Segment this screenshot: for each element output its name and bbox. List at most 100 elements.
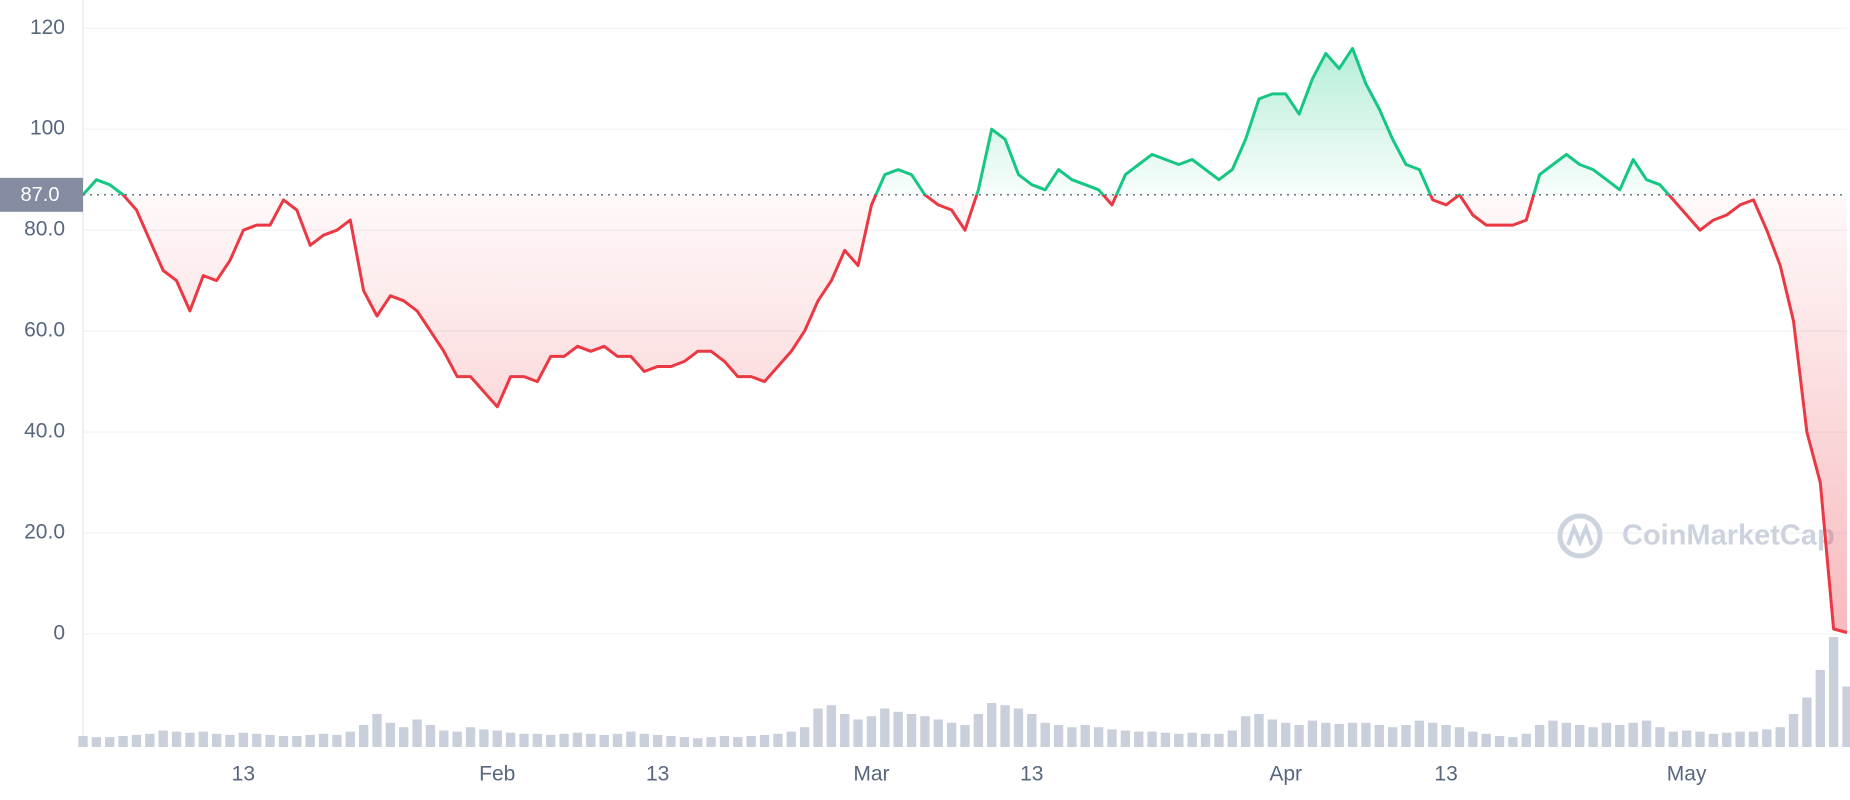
y-tick-label: 20.0	[24, 521, 65, 544]
volume-bar	[1093, 727, 1104, 747]
volume-bar	[1387, 727, 1398, 747]
x-tick-label: 13	[232, 763, 255, 786]
volume-bar	[505, 732, 516, 747]
volume-bar	[906, 714, 917, 747]
volume-bar	[786, 731, 796, 747]
volume-bar	[1534, 725, 1545, 747]
volume-bar	[1120, 730, 1131, 747]
volume-bar	[1468, 731, 1478, 747]
volume-bar	[1160, 732, 1171, 747]
watermark: CoinMarketCap	[1557, 513, 1835, 559]
volume-bar	[719, 736, 730, 747]
volume-bar	[559, 733, 569, 747]
volume-bar	[1762, 729, 1772, 747]
volume-bar	[1027, 714, 1037, 747]
volume-bar	[439, 730, 449, 747]
volume-bar	[746, 736, 756, 747]
volume-bar	[599, 734, 609, 747]
volume-bar	[1575, 725, 1585, 747]
volume-bar	[532, 733, 543, 747]
volume-bar	[412, 719, 422, 747]
volume-bar	[1067, 727, 1077, 747]
volume-bar	[278, 736, 289, 747]
volume-bar	[425, 725, 436, 747]
volume-bar	[1601, 722, 1612, 747]
volume-bar	[893, 711, 903, 747]
volume-bar	[1641, 720, 1652, 747]
volume-bar	[1347, 722, 1358, 747]
volume-bar	[1147, 731, 1157, 747]
volume-bar	[1655, 727, 1665, 747]
volume-bar	[1414, 720, 1425, 747]
volume-bar	[252, 733, 262, 747]
volume-bar	[131, 734, 142, 747]
baseline-layer: 87.0	[0, 177, 1847, 212]
volume-bar	[1080, 725, 1090, 747]
grid-layer	[83, 27, 1847, 635]
volume-bar	[1013, 708, 1024, 747]
volume-bar	[840, 714, 850, 747]
volume-bar	[1615, 725, 1625, 747]
volume-bar	[706, 737, 716, 747]
volume-bar	[78, 736, 88, 747]
volume-bar	[826, 705, 837, 747]
x-tick-label: Feb	[479, 763, 515, 786]
volume-bar	[612, 733, 623, 747]
volume-bar	[666, 736, 676, 747]
volume-bar	[1107, 729, 1117, 747]
volume-bar	[1508, 737, 1518, 747]
volume-bar	[1695, 731, 1705, 747]
volume-bar	[572, 732, 583, 747]
line-layer	[81, 46, 1848, 634]
volume-bar	[1775, 727, 1785, 747]
x-tick-label: May	[1667, 763, 1707, 786]
volume-bar	[1828, 637, 1839, 747]
volume-bar	[305, 734, 315, 747]
x-tick-label: 13	[646, 763, 669, 786]
watermark-logo-mark	[1566, 522, 1594, 548]
volume-bar	[1441, 725, 1451, 747]
volume-bar	[385, 722, 396, 747]
volume-bar	[1214, 733, 1224, 747]
volume-bar	[866, 716, 877, 747]
volume-bar	[105, 737, 115, 747]
baseline-label: 87.0	[21, 184, 60, 206]
volume-bar	[639, 733, 649, 747]
volume-bar	[813, 708, 823, 747]
y-tick-label: 80.0	[24, 218, 65, 241]
volume-bar	[759, 734, 770, 747]
volume-bar	[1134, 731, 1144, 747]
volume-bar	[1281, 722, 1291, 747]
x-tick-label: Mar	[853, 763, 889, 786]
volume-bar	[1708, 733, 1719, 747]
volume-bar	[1267, 719, 1278, 747]
volume-bar	[626, 731, 636, 747]
volume-bar	[211, 733, 222, 747]
volume-bar	[679, 737, 690, 747]
volume-bar	[145, 733, 155, 747]
volume-bar	[345, 731, 355, 747]
volume-bar	[1681, 730, 1692, 747]
volume-bar	[960, 725, 970, 747]
volume-bar	[1454, 727, 1465, 747]
volume-bar	[853, 719, 863, 747]
volume-bar	[652, 734, 663, 747]
volume-bar	[1802, 697, 1812, 747]
volume-bar	[1374, 725, 1384, 747]
volume-bar	[185, 732, 195, 747]
volume-bar	[586, 733, 596, 747]
volume-bar	[1361, 722, 1371, 747]
price-line	[81, 46, 1848, 634]
volume-bar	[933, 719, 943, 747]
volume-bar	[358, 725, 369, 747]
y-tick-label: 40.0	[24, 420, 65, 443]
volume-bar	[693, 738, 703, 747]
volume-bar	[1521, 733, 1531, 747]
volume-bar	[1481, 733, 1491, 747]
volume-bar	[946, 722, 957, 747]
volume-bar	[1628, 722, 1638, 747]
volume-bar	[465, 727, 476, 747]
volume-bar	[292, 736, 302, 747]
